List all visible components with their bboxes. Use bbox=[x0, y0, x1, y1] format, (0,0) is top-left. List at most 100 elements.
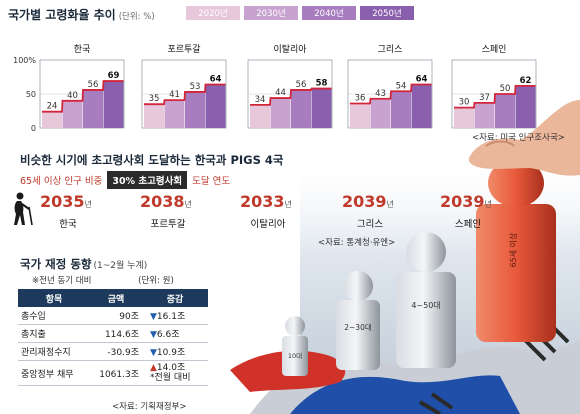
section3-title-text: 국가 재정 동향 bbox=[20, 257, 92, 271]
bar bbox=[391, 91, 411, 128]
section2-source: <자료: 통계청·유엔> bbox=[318, 238, 396, 248]
reach-year: 2039년 bbox=[342, 192, 394, 211]
cell-change: ▲14.0조 *전월 대비 bbox=[142, 360, 208, 386]
reach-year: 2033년 bbox=[240, 192, 292, 211]
bar-value-label: 35 bbox=[149, 94, 160, 104]
down-arrow-icon: ▼ bbox=[150, 330, 157, 340]
change-value: 16.1조 bbox=[156, 312, 186, 322]
bar-value-label: 43 bbox=[375, 89, 386, 99]
aging-rate-chart: 100% 50 0 한국 24 40 56 69 포르투갈 35 41 53 64 이탈리아 34 44 56 5… bbox=[13, 44, 537, 133]
bar-value-label: 58 bbox=[316, 79, 328, 89]
figure-label-4050: 4~50대 bbox=[411, 301, 440, 310]
section1-title-text: 국가별 고령화율 추이 bbox=[8, 8, 116, 22]
section1-source: <자료: 미국 인구조사국> bbox=[472, 133, 565, 143]
group-label: 포르투갈 bbox=[167, 44, 200, 55]
bar bbox=[164, 100, 185, 128]
bar-value-label: 41 bbox=[169, 90, 180, 100]
down-arrow-icon: ▼ bbox=[150, 312, 157, 322]
reach-country: 스페인 bbox=[454, 219, 482, 230]
bar-value-label: 50 bbox=[500, 84, 511, 94]
bar-value-label: 56 bbox=[296, 80, 307, 90]
bar-value-label: 34 bbox=[255, 95, 266, 105]
bar bbox=[144, 104, 164, 128]
figure-label-2030: 2~30대 bbox=[344, 323, 372, 332]
bar bbox=[495, 94, 515, 128]
cell-amount: 1061.3조 bbox=[90, 360, 142, 386]
cell-item: 총수입 bbox=[18, 307, 90, 325]
table-row: 총수입 90조 ▼16.1조 bbox=[18, 307, 208, 325]
reach-year: 2038년 bbox=[140, 192, 192, 211]
trend-line bbox=[42, 80, 124, 113]
reach-year-suffix: 년 bbox=[284, 200, 292, 209]
reach-year-suffix: 년 bbox=[386, 200, 394, 209]
cell-item: 총지출 bbox=[18, 324, 90, 343]
y-tick-label: 0 bbox=[31, 124, 36, 133]
group-label: 이탈리아 bbox=[273, 44, 307, 55]
bar bbox=[205, 84, 226, 128]
trend-line bbox=[350, 83, 432, 105]
section3-note: ※전년 동기 대비 (단위: 원) bbox=[32, 274, 174, 286]
reach-year-number: 2033 bbox=[240, 192, 285, 211]
reach-year-number: 2035 bbox=[40, 192, 85, 211]
reach-year-suffix: 년 bbox=[484, 200, 492, 209]
bar bbox=[250, 104, 270, 128]
bar bbox=[411, 84, 432, 128]
bar-value-label: 24 bbox=[47, 102, 58, 112]
section2-title: 비슷한 시기에 초고령사회 도달하는 한국과 PIGS 4국 bbox=[20, 153, 284, 167]
header-item: 항목 bbox=[18, 289, 90, 307]
bar-value-label: 53 bbox=[190, 82, 201, 92]
bar-value-label: 30 bbox=[459, 98, 470, 108]
reach-year-number: 2039 bbox=[342, 192, 387, 211]
trend-line bbox=[144, 83, 226, 106]
group-label: 그리스 bbox=[378, 44, 403, 55]
cell-amount: -30.9조 bbox=[90, 342, 142, 361]
bar-value-label: 64 bbox=[210, 74, 222, 84]
bar-value-label: 44 bbox=[275, 88, 286, 98]
table-row: 총지출 114.6조 ▼6.6조 bbox=[18, 324, 208, 343]
section3-note-text: ※전년 동기 대비 bbox=[32, 276, 92, 286]
figure-label-65: 65세 이상 bbox=[508, 232, 518, 267]
section1-title: 국가별 고령화율 추이 (단위: %) bbox=[8, 6, 155, 23]
cell-change: ▼10.9조 bbox=[142, 342, 208, 361]
bar-value-label: 64 bbox=[416, 74, 428, 84]
cell-item: 중앙정부 채무 bbox=[18, 360, 90, 386]
section3-unit: (단위: 원) bbox=[138, 276, 174, 286]
bar bbox=[83, 89, 103, 128]
reach-year-suffix: 년 bbox=[184, 200, 192, 209]
bar bbox=[350, 103, 370, 128]
bar bbox=[370, 98, 391, 128]
bar bbox=[311, 88, 332, 128]
trend-line bbox=[454, 84, 536, 109]
header-change: 증감 bbox=[142, 289, 208, 307]
table-row: 관리재정수지 -30.9조 ▼10.9조 bbox=[18, 342, 208, 361]
down-arrow-icon: ▼ bbox=[150, 348, 157, 358]
reach-country: 이탈리아 bbox=[250, 219, 286, 230]
figure-label-10: 10대 bbox=[288, 352, 302, 360]
section3-title: 국가 재정 동향 (1~2월 누계) bbox=[20, 256, 147, 272]
legend-item-1: 2030년 bbox=[244, 6, 298, 20]
bar-value-label: 54 bbox=[396, 81, 407, 91]
bar-value-label: 69 bbox=[108, 71, 120, 81]
cell-change: ▼6.6조 bbox=[142, 324, 208, 343]
bar-value-label: 62 bbox=[520, 76, 532, 86]
reach-year: 2039년 bbox=[440, 192, 492, 211]
reach-year-number: 2039 bbox=[440, 192, 485, 211]
section2-sub-right: 도달 연도 bbox=[192, 176, 231, 187]
group-label: 한국 bbox=[74, 44, 91, 55]
bar-value-label: 37 bbox=[479, 93, 490, 103]
section2-sub-box: 30% 초고령사회 bbox=[107, 171, 188, 189]
group-label: 스페인 bbox=[482, 44, 507, 55]
bar bbox=[62, 100, 83, 128]
y-tick-label: 50 bbox=[26, 90, 36, 99]
bar bbox=[474, 102, 495, 128]
change-note: *전월 대비 bbox=[150, 373, 191, 383]
section3-period: (1~2월 누계) bbox=[93, 261, 148, 271]
bar bbox=[42, 111, 62, 128]
section3-source: <자료: 기획재정부> bbox=[112, 402, 187, 412]
cell-amount: 114.6조 bbox=[90, 324, 142, 343]
bar-value-label: 40 bbox=[67, 91, 78, 101]
table-header-row: 항목 금액 증감 bbox=[18, 289, 208, 307]
y-tick-label: 100% bbox=[13, 56, 36, 65]
table-row: 중앙정부 채무 1061.3조 ▲14.0조 *전월 대비 bbox=[18, 360, 208, 386]
